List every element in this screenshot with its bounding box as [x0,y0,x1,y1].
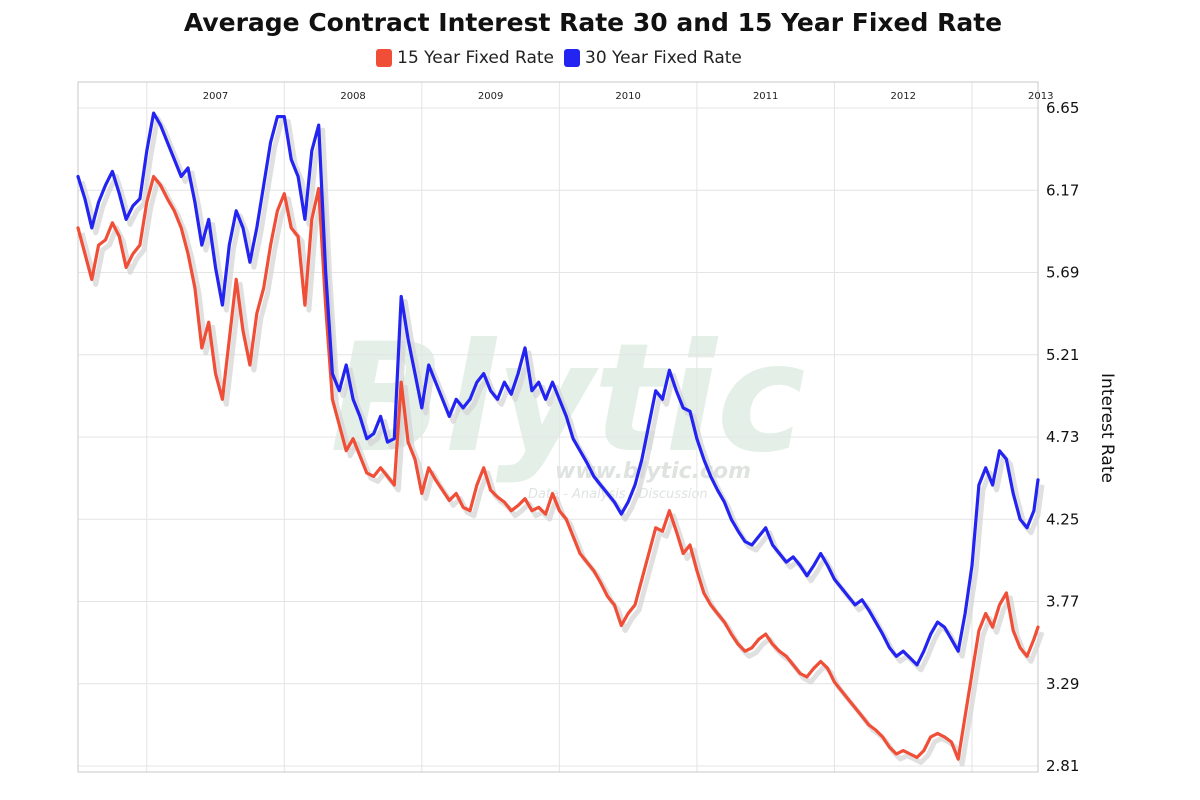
y-tick-label: 4.25 [1046,510,1079,528]
legend-label-15yr: 15 Year Fixed Rate [397,48,554,68]
watermark-tagline: Data - Analysis - Discussion [528,487,708,502]
x-tick-label: 2010 [615,91,640,102]
x-tick-label: 2009 [478,91,503,102]
y-tick-label: 6.17 [1046,181,1079,199]
chart-title: Average Contract Interest Rate 30 and 15… [183,8,1003,37]
y-tick-label: 2.81 [1046,757,1079,775]
y-axis-title: Interest Rate [1097,373,1117,483]
legend-label-30yr: 30 Year Fixed Rate [585,48,742,68]
x-tick-label: 2012 [890,91,915,102]
x-tick-label: 2008 [340,91,365,102]
y-tick-label: 6.65 [1046,99,1079,117]
x-tick-label: 2007 [203,91,228,102]
y-tick-label: 5.21 [1046,346,1079,364]
x-tick-label: 2013 [1028,91,1053,102]
legend: 15 Year Fixed Rate 30 Year Fixed Rate [0,48,1118,68]
y-tick-label: 4.73 [1046,428,1079,446]
series-line-30yr [76,111,1040,667]
y-tick-label: 3.77 [1046,593,1079,611]
legend-swatch-30yr [564,49,580,67]
y-tick-label: 3.29 [1046,675,1079,693]
x-tick-label: 2011 [753,91,778,102]
watermark-url: www.blytic.com [555,459,751,484]
legend-swatch-15yr [376,49,393,67]
y-tick-label: 5.69 [1046,264,1079,282]
legend-item-15yr[interactable]: 15 Year Fixed Rate [376,48,554,68]
plot-area [77,81,1039,773]
series-line-15yr [76,174,1040,761]
legend-item-30yr[interactable]: 30 Year Fixed Rate [564,48,742,68]
